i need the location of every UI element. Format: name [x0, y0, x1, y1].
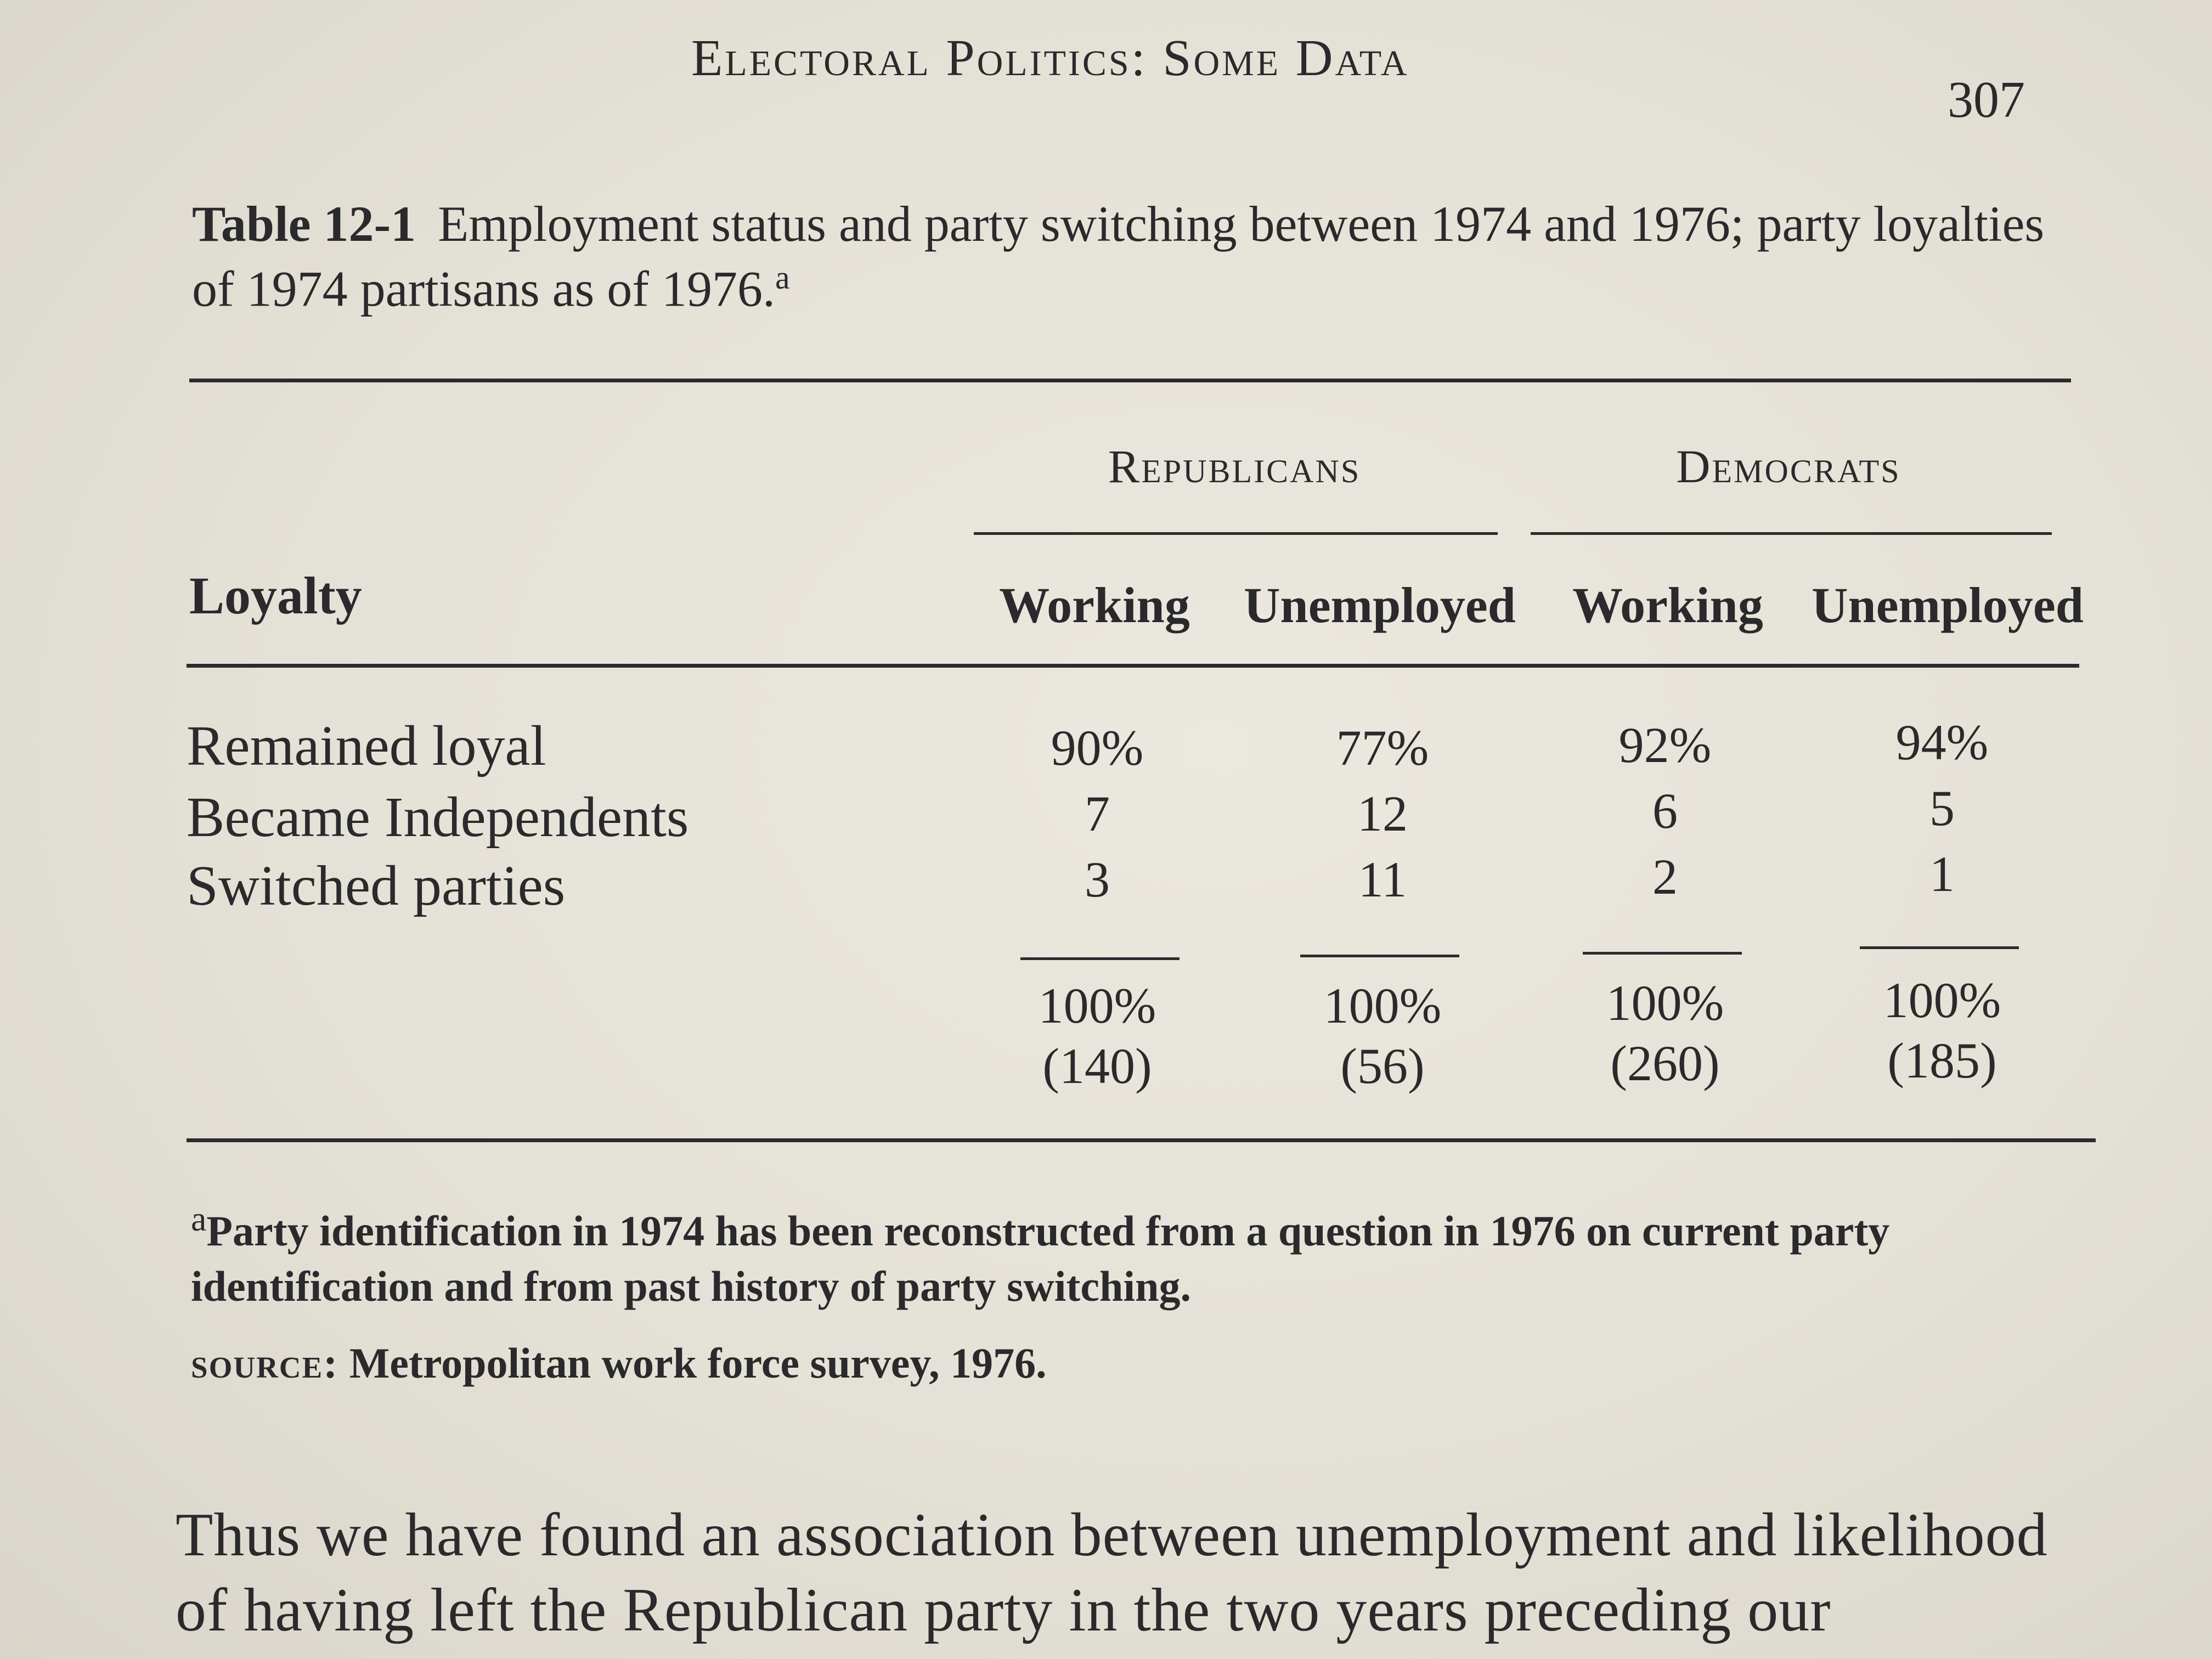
body-paragraph: Thus we have found an association betwee… [176, 1501, 2048, 1644]
column-header: Unemployed [1812, 577, 2084, 633]
column-header: Working [1572, 577, 1763, 633]
caption-footnote-mark: a [775, 259, 790, 296]
table-cell: 77% [1336, 720, 1429, 776]
table-cell: 6 [1652, 783, 1678, 839]
table-top-rule [189, 379, 2071, 382]
count-cell: (185) [1887, 1032, 1997, 1088]
table-label: Table 12-1 [192, 196, 416, 252]
group-header-republicans: Republicans [1108, 440, 1361, 493]
table-bottom-rule [187, 1138, 2096, 1142]
total-cell: 100% [1323, 978, 1442, 1034]
table-cell: 1 [1929, 846, 1955, 902]
table-cell: 92% [1618, 717, 1712, 773]
source-text: Metropolitan work force survey, 1976. [349, 1339, 1047, 1387]
table-cell: 5 [1929, 780, 1955, 836]
row-label: Remained loyal [187, 714, 546, 777]
sum-rule [1860, 946, 2019, 949]
table-cell: 12 [1357, 786, 1408, 842]
group-rule-republicans [974, 532, 1498, 535]
column-header: Unemployed [1244, 577, 1516, 633]
table-cell: 90% [1051, 720, 1144, 776]
group-header-democrats: Democrats [1676, 440, 1901, 493]
column-header: Working [999, 577, 1190, 633]
page-number: 307 [1948, 71, 2025, 128]
header-bottom-rule [187, 664, 2079, 668]
stub-header: Loyalty [189, 566, 362, 625]
table-source: source: Metropolitan work force survey, … [191, 1339, 1047, 1388]
table-cell: 3 [1085, 851, 1110, 907]
count-cell: (56) [1340, 1038, 1425, 1094]
row-label: Switched parties [187, 854, 566, 917]
total-cell: 100% [1606, 975, 1724, 1031]
running-head: Electoral Politics: Some Data [691, 30, 1409, 87]
sum-rule [1583, 952, 1742, 955]
count-cell: (260) [1610, 1035, 1720, 1091]
total-cell: 100% [1883, 972, 2001, 1028]
table-cell: 2 [1652, 849, 1678, 905]
table-cell: 11 [1358, 851, 1407, 907]
count-cell: (140) [1042, 1038, 1152, 1094]
sum-rule [1020, 957, 1180, 960]
table-cell: 7 [1085, 786, 1110, 842]
table-caption-text: Employment status and party switching be… [192, 196, 2045, 317]
footnote-text: Party identification in 1974 has been re… [191, 1207, 1890, 1311]
footnote-mark: a [191, 1199, 207, 1238]
row-label: Became Independents [187, 786, 689, 849]
group-rule-democrats [1531, 532, 2052, 535]
sum-rule [1300, 955, 1459, 957]
source-label: source: [191, 1339, 339, 1387]
table-caption: Table 12-1 Employment status and party sw… [192, 192, 2057, 321]
total-cell: 100% [1038, 978, 1156, 1034]
table-cell: 94% [1895, 714, 1989, 770]
table-footnote: aParty identification in 1974 has been r… [191, 1196, 2078, 1314]
